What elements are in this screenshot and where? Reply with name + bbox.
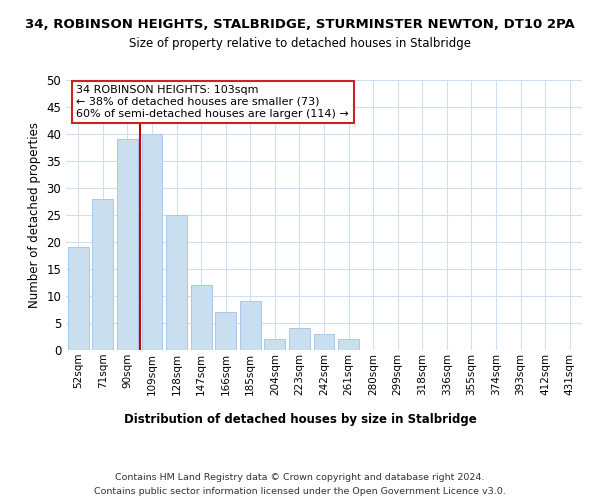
Bar bbox=[92, 199, 113, 350]
Text: Size of property relative to detached houses in Stalbridge: Size of property relative to detached ho… bbox=[129, 38, 471, 51]
Bar bbox=[265, 339, 286, 350]
Text: Contains HM Land Registry data © Crown copyright and database right 2024.: Contains HM Land Registry data © Crown c… bbox=[115, 472, 485, 482]
Bar bbox=[338, 339, 359, 350]
Bar bbox=[215, 312, 236, 350]
Bar bbox=[142, 134, 163, 350]
Bar bbox=[117, 140, 138, 350]
Y-axis label: Number of detached properties: Number of detached properties bbox=[28, 122, 41, 308]
Bar bbox=[68, 248, 89, 350]
Bar bbox=[191, 285, 212, 350]
Text: 34, ROBINSON HEIGHTS, STALBRIDGE, STURMINSTER NEWTON, DT10 2PA: 34, ROBINSON HEIGHTS, STALBRIDGE, STURMI… bbox=[25, 18, 575, 30]
Bar bbox=[166, 215, 187, 350]
Text: Contains public sector information licensed under the Open Government Licence v3: Contains public sector information licen… bbox=[94, 488, 506, 496]
Text: Distribution of detached houses by size in Stalbridge: Distribution of detached houses by size … bbox=[124, 412, 476, 426]
Text: 34 ROBINSON HEIGHTS: 103sqm
← 38% of detached houses are smaller (73)
60% of sem: 34 ROBINSON HEIGHTS: 103sqm ← 38% of det… bbox=[76, 86, 349, 118]
Bar bbox=[289, 328, 310, 350]
Bar bbox=[240, 302, 261, 350]
Bar bbox=[314, 334, 334, 350]
